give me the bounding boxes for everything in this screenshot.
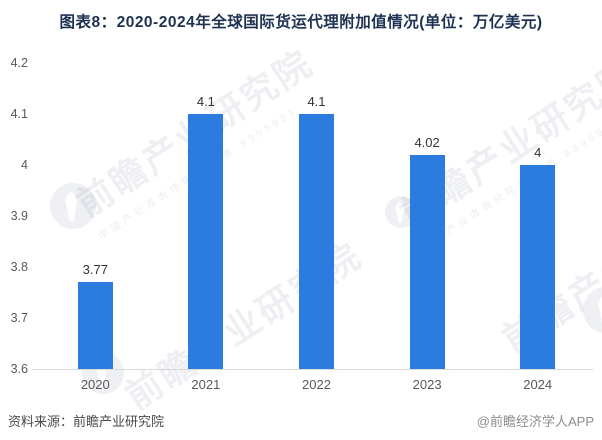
- qianzhan-logo-icon: [583, 287, 602, 333]
- qianzhan-logo-icon: [50, 183, 96, 229]
- y-tick-label: 3.8: [10, 260, 28, 274]
- chart-title: 图表8：2020-2024年全球国际货运代理附加值情况(单位：万亿美元): [59, 14, 543, 31]
- y-tick-label: 3.9: [10, 209, 28, 223]
- bar-value-label: 3.77: [82, 262, 108, 278]
- x-axis-label: 2023: [412, 377, 442, 392]
- x-axis-label: 2020: [80, 377, 110, 392]
- y-tick-label: 3.6: [10, 362, 28, 376]
- y-tick-label: 4.1: [10, 107, 28, 121]
- x-axis-line: [32, 369, 593, 370]
- bar-2023: [409, 154, 445, 369]
- bar-2024: [520, 165, 556, 369]
- y-tick-label: 4: [21, 158, 28, 172]
- bar-2020: [77, 282, 113, 369]
- bar-2021: [188, 114, 224, 369]
- source-note: 资料来源：前瞻产业研究院: [8, 414, 165, 429]
- x-axis-label: 2021: [191, 377, 221, 392]
- bar-value-label: 4.1: [307, 94, 326, 109]
- y-tick-label: 4.2: [10, 56, 28, 70]
- y-tick-label: 3.7: [10, 311, 28, 325]
- bar-2022: [299, 114, 334, 369]
- bar-value-label: 4.1: [196, 94, 215, 109]
- bar-value-label: 4.02: [414, 134, 440, 150]
- bar-value-label: 4: [534, 145, 542, 160]
- x-axis-label: 2024: [523, 377, 553, 392]
- x-axis-label: 2022: [302, 377, 331, 392]
- credit-note: @前瞻经济学人APP: [476, 414, 594, 429]
